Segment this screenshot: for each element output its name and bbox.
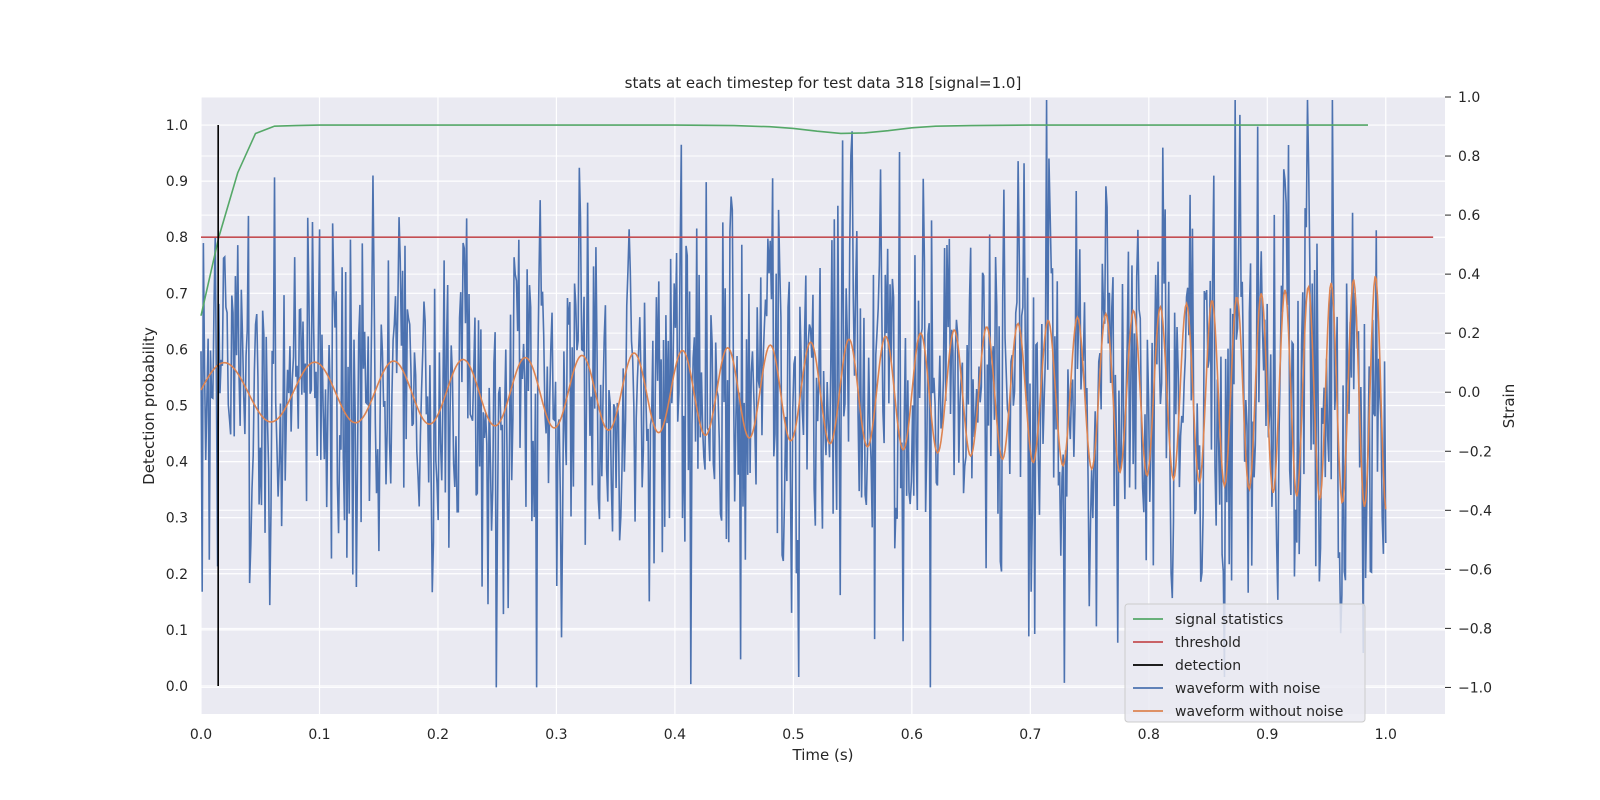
x-tick-label: 0.6 <box>901 727 923 743</box>
y-tick-label: 0.7 <box>166 286 188 302</box>
x-axis: 0.0 0.1 0.2 0.3 0.4 0.5 0.6 0.7 0.8 0.9 1.0 <box>190 727 1397 743</box>
y-axis-label: Detection probability <box>140 327 158 485</box>
y-axis-right: −1.0 −0.8 −0.6 −0.4 −0.2 0.0 0.2 0.4 0.6 0.8 1.0 <box>1445 90 1492 696</box>
series-signal-statistics <box>200 124 1368 316</box>
y2-tick-label: 0.2 <box>1458 326 1480 342</box>
y-tick-label: 0.8 <box>166 230 188 246</box>
x-tick-label: 0.1 <box>308 727 330 743</box>
legend-label: threshold <box>1175 635 1241 651</box>
y-tick-label: 0.5 <box>166 399 188 415</box>
x-tick-label: 0.7 <box>1019 727 1041 743</box>
line-signal-statistics <box>200 124 1368 316</box>
y2-axis-label: Strain <box>1500 384 1518 428</box>
y-tick-label: 0.3 <box>166 511 188 527</box>
series-waveform-without-noise <box>200 276 1387 510</box>
y-axis-left: 0.0 0.1 0.2 0.3 0.4 0.5 0.6 0.7 0.8 0.9 1.0 <box>166 118 188 695</box>
y2-tick-label: 0.4 <box>1458 267 1480 283</box>
legend: signal statistics threshold detection wavef… <box>1124 603 1366 723</box>
legend-label: waveform without noise <box>1175 704 1343 720</box>
y2-tick-label: 0.8 <box>1458 149 1480 165</box>
y-tick-label: 0.9 <box>166 174 188 190</box>
y-tick-label: 0.6 <box>166 342 188 358</box>
x-tick-label: 0.4 <box>664 727 686 743</box>
y2-tick-label: −0.2 <box>1458 444 1492 460</box>
x-tick-label: 0.3 <box>545 727 567 743</box>
y2-tick-label: 0.0 <box>1458 385 1480 401</box>
x-tick-label: 0.5 <box>782 727 804 743</box>
y2-tick-label: 0.6 <box>1458 208 1480 224</box>
x-tick-label: 0.8 <box>1138 727 1160 743</box>
x-tick-label: 0.9 <box>1256 727 1278 743</box>
legend-label: detection <box>1175 658 1241 674</box>
x-tick-label: 1.0 <box>1375 727 1397 743</box>
legend-box <box>1124 603 1366 723</box>
y-tick-label: 1.0 <box>166 118 188 134</box>
x-axis-label: Time (s) <box>792 746 854 764</box>
y-tick-label: 0.0 <box>166 679 188 695</box>
line-waveform-without-noise <box>200 276 1387 510</box>
legend-label: waveform with noise <box>1175 681 1320 697</box>
y2-tick-label: −0.6 <box>1458 562 1492 578</box>
chart-title: stats at each timestep for test data 318… <box>625 74 1022 92</box>
y-tick-label: 0.1 <box>166 623 188 639</box>
y-tick-label: 0.4 <box>166 455 188 471</box>
y2-tick-label: −0.4 <box>1458 503 1492 519</box>
legend-label: signal statistics <box>1175 612 1283 628</box>
y2-tick-label: 1.0 <box>1458 90 1480 106</box>
y2-tick-label: −0.8 <box>1458 621 1492 637</box>
y-tick-label: 0.2 <box>166 567 188 583</box>
x-tick-label: 0.2 <box>427 727 449 743</box>
x-tick-label: 0.0 <box>190 727 212 743</box>
y2-tick-label: −1.0 <box>1458 680 1492 696</box>
